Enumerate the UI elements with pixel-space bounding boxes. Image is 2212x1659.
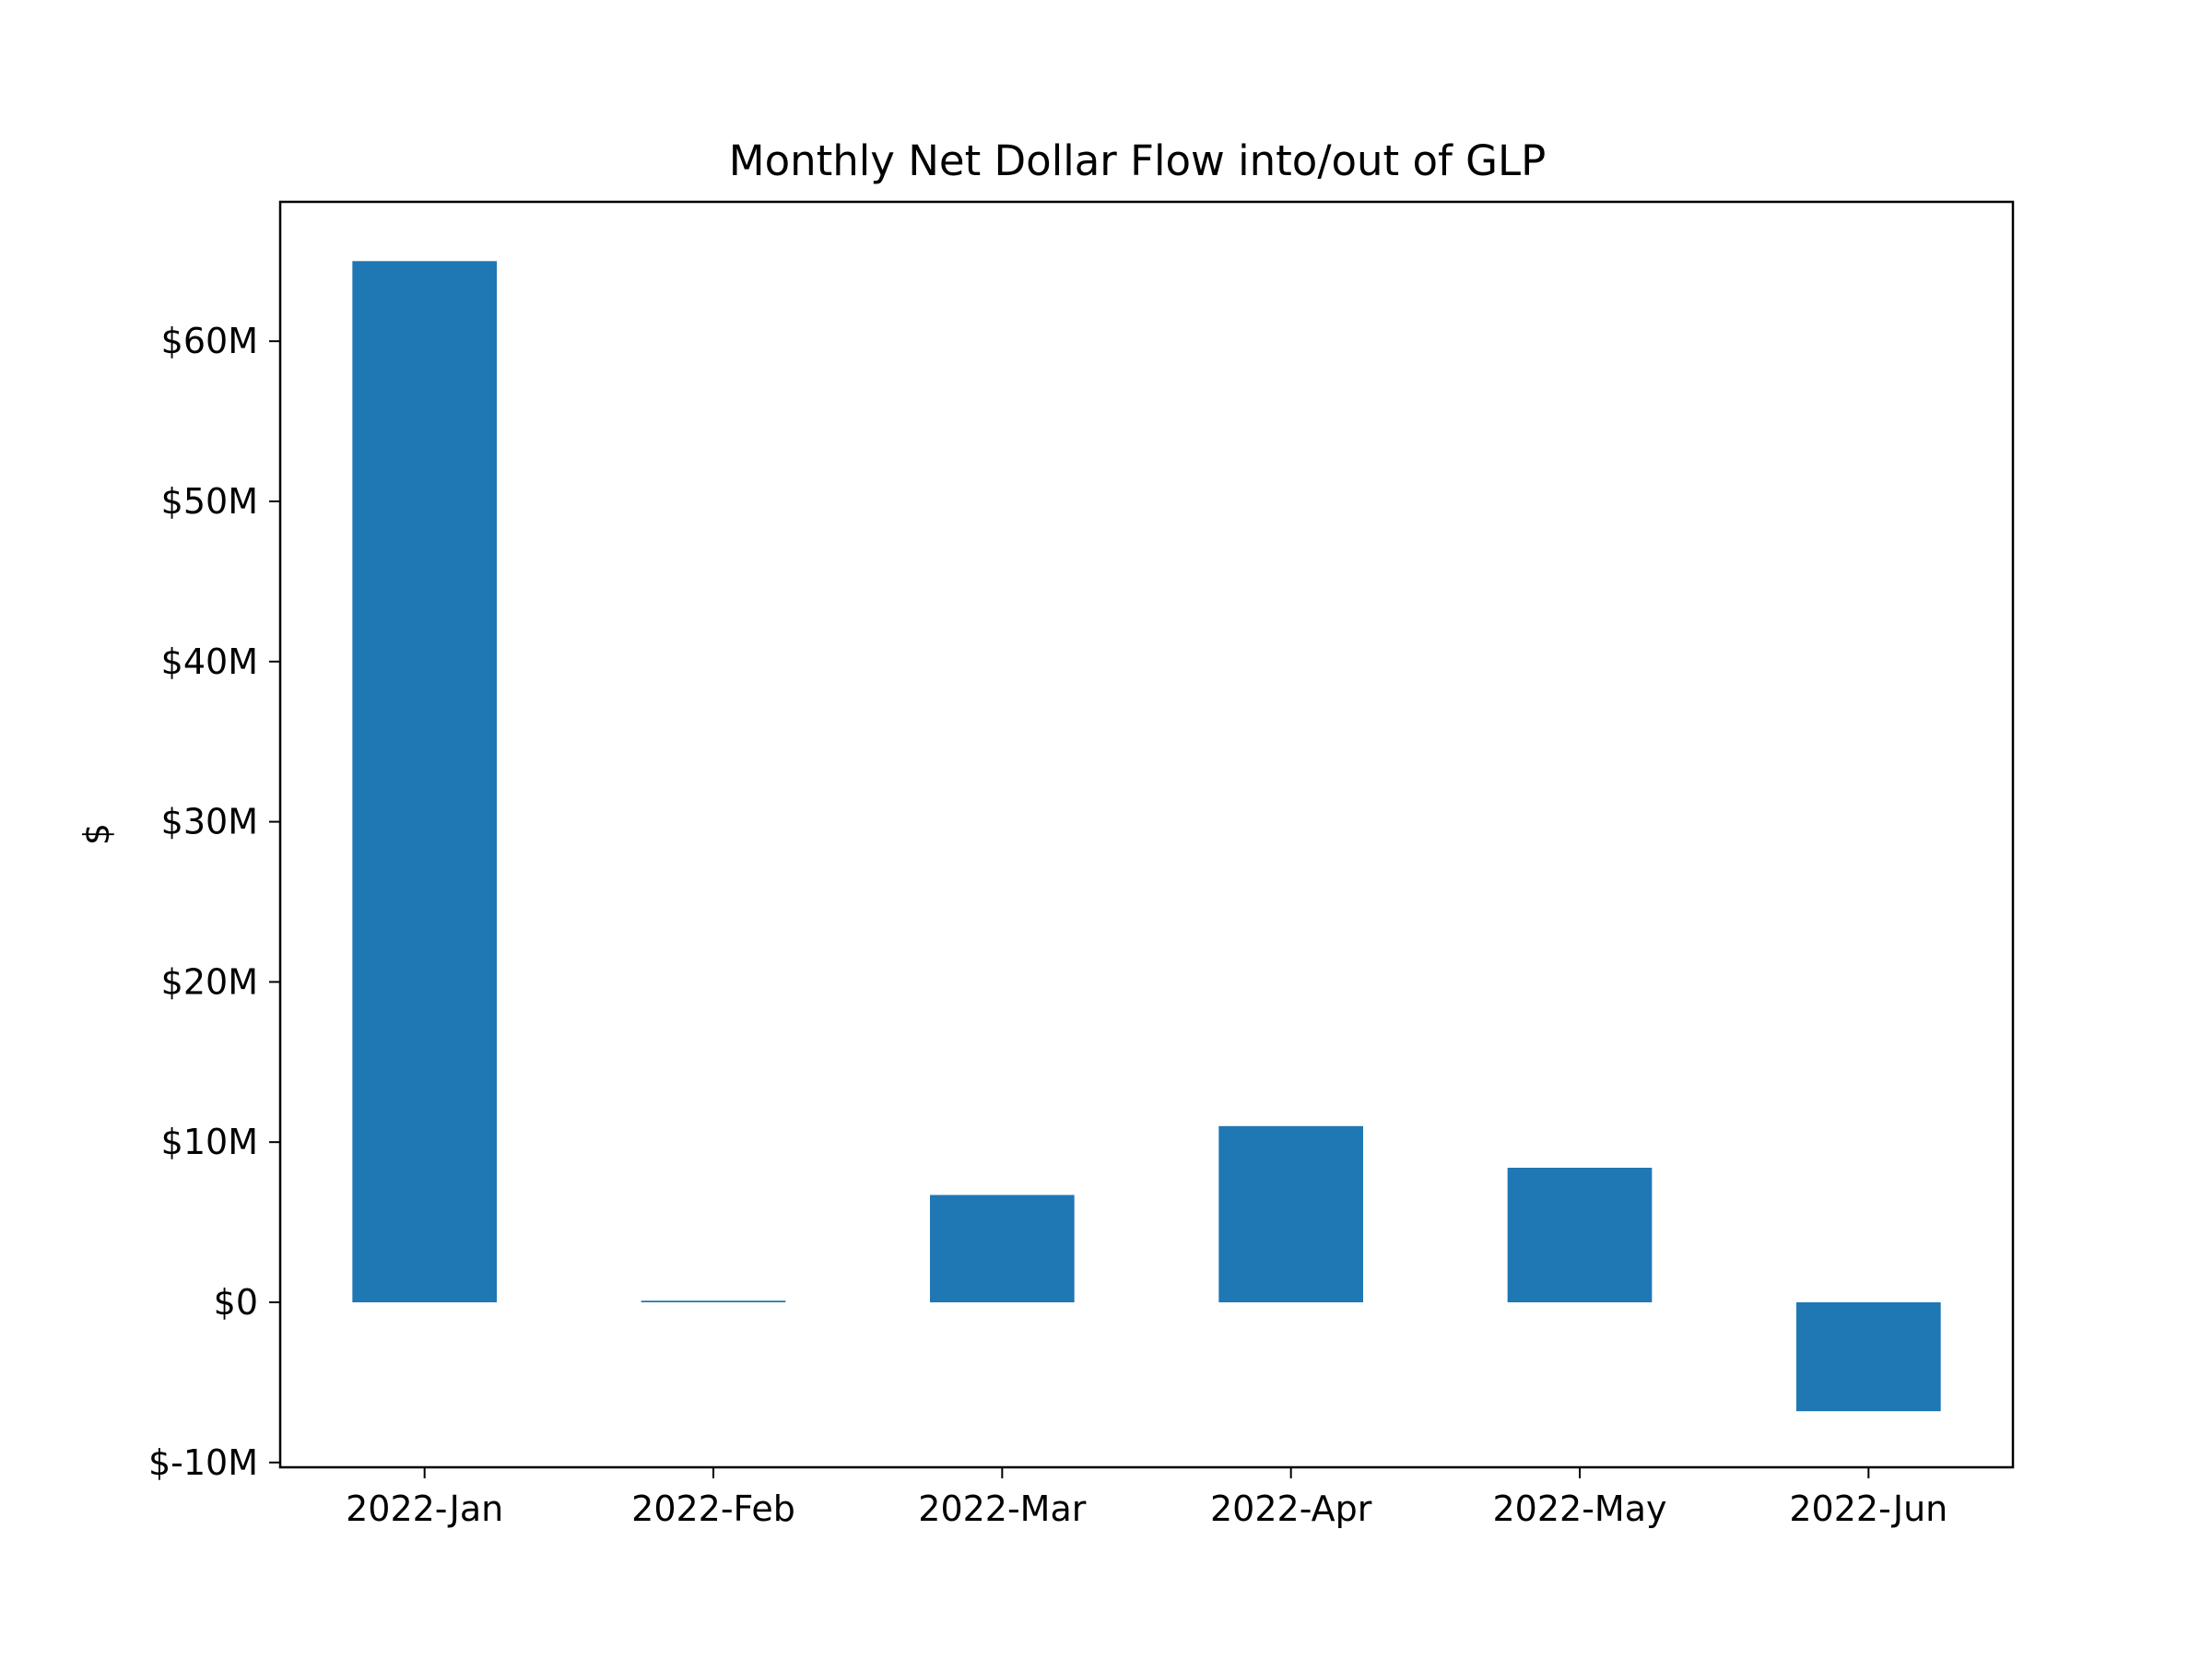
- bar-2022-apr: [1218, 1125, 1363, 1302]
- x-tick-label: 2022-Jun: [1789, 1488, 1947, 1529]
- bar-2022-feb: [641, 1300, 786, 1302]
- bar-2022-jan: [352, 261, 497, 1302]
- x-tick-label: 2022-Jan: [346, 1488, 503, 1529]
- y-tick-label: $10M: [161, 1122, 258, 1162]
- x-tick-label: 2022-Apr: [1210, 1488, 1372, 1529]
- y-tick-label: $-10M: [148, 1442, 258, 1483]
- y-axis-label: $: [76, 823, 117, 845]
- axes-layer: $-10M $0 $10M $20M $30M $40M $50M $60M 2022-Jan 2…: [148, 200, 2015, 1529]
- x-tick-label: 2022-Feb: [631, 1488, 795, 1529]
- plot-frame: [278, 200, 2015, 1469]
- y-tick-label: $30M: [161, 802, 258, 842]
- bar-2022-mar: [930, 1194, 1075, 1302]
- chart-title: Monthly Net Dollar Flow into/out of GLP: [729, 136, 1547, 185]
- x-tick-label: 2022-May: [1493, 1488, 1667, 1529]
- y-tick-label: $0: [214, 1282, 258, 1323]
- y-tick-label: $40M: [161, 641, 258, 682]
- y-tick-label: $20M: [161, 961, 258, 1002]
- y-tick-label: $60M: [161, 321, 258, 361]
- bar-2022-jun: [1796, 1301, 1941, 1412]
- y-tick-label: $50M: [161, 481, 258, 522]
- bars-layer: [352, 261, 1941, 1412]
- x-tick-label: 2022-Mar: [918, 1488, 1086, 1529]
- bar-2022-may: [1507, 1167, 1653, 1302]
